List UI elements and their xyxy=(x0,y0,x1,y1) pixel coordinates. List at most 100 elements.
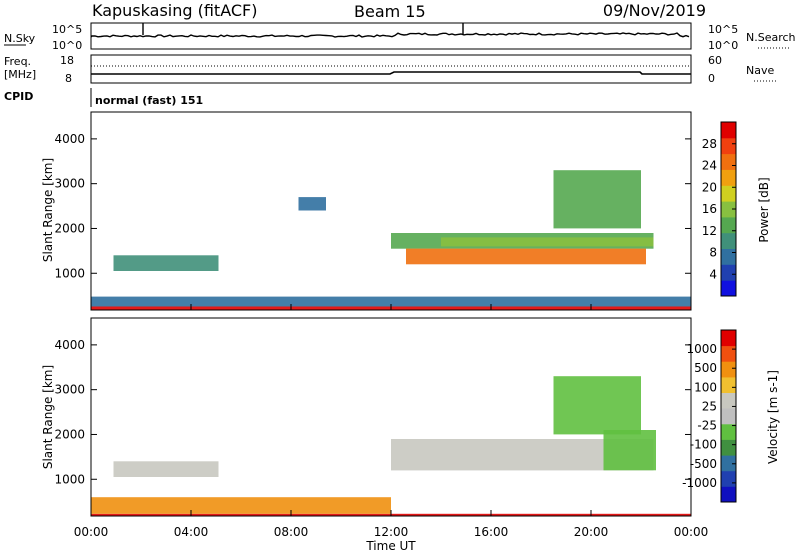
nave-label: Nave xyxy=(746,64,774,77)
power-region-7 xyxy=(553,170,641,229)
freq-label-1: Freq. xyxy=(4,55,31,68)
power-ylabel: Slant Range [km] xyxy=(41,158,55,262)
velocity-region-4 xyxy=(603,430,656,471)
x-axis-label: Time UT xyxy=(365,539,416,553)
power-ytick-label-3: 1000 xyxy=(54,266,85,280)
velocity-colorbar-label-0: 1000 xyxy=(686,342,717,356)
velocity-region-2 xyxy=(113,461,219,477)
velocity-colorbar-segment-8 xyxy=(721,361,736,378)
power-heatmap xyxy=(91,170,691,310)
velocity-colorbar-segment-2 xyxy=(721,455,736,472)
freq-strip-frame xyxy=(90,54,692,84)
nsky-tick-top: 10^5 xyxy=(52,23,82,36)
power-colorbar-segment-8 xyxy=(721,153,736,170)
power-region-6 xyxy=(298,197,326,211)
power-region-5 xyxy=(441,237,654,247)
power-colorbar-label: Power [dB] xyxy=(757,177,771,242)
xtick-label-5: 20:00 xyxy=(574,525,609,539)
xtick-label-0: 00:00 xyxy=(74,525,109,539)
power-colorbar-label-3: 16 xyxy=(702,202,717,216)
velocity-panel: 4000 3000 2000 1000 Slant Range [km] 1000 50… xyxy=(41,317,780,517)
freq-tick-bottom: 8 xyxy=(65,72,72,85)
xtick-label-2: 08:00 xyxy=(274,525,309,539)
date-title: 09/Nov/2019 xyxy=(603,1,706,20)
cpid-label: CPID xyxy=(4,90,33,103)
power-colorbar-segment-1 xyxy=(721,264,736,281)
velocity-colorbar-label-7: -1000 xyxy=(682,476,717,490)
power-colorbar-label-1: 24 xyxy=(702,159,717,173)
power-y-axis: 4000 3000 2000 1000 xyxy=(54,132,691,280)
velocity-heatmap xyxy=(91,376,691,516)
velocity-colorbar-frame xyxy=(720,329,737,503)
cpid-value: normal (fast) 151 xyxy=(95,94,203,107)
noise-strip-frame xyxy=(90,22,692,50)
velocity-ytick-label-1: 3000 xyxy=(54,383,85,397)
power-colorbar-segment-10 xyxy=(721,122,736,139)
power-colorbar-segment-2 xyxy=(721,248,736,265)
nsearch-label: N.Search xyxy=(746,31,796,44)
velocity-colorbar-segment-1 xyxy=(721,470,736,487)
power-colorbar-segment-4 xyxy=(721,216,736,234)
nsky-label: N.Sky xyxy=(4,32,36,45)
freq-trace xyxy=(91,71,691,75)
power-colorbar-label-2: 20 xyxy=(702,180,717,194)
power-region-4 xyxy=(406,248,646,265)
velocity-colorbar-label-2: 100 xyxy=(694,380,717,394)
nave-tick-bottom: 0 xyxy=(708,72,715,85)
velocity-colorbar-label-3: 25 xyxy=(702,399,717,413)
nave-tick-top: 60 xyxy=(708,54,722,67)
velocity-colorbar-segment-10 xyxy=(721,330,736,347)
nsky-trace xyxy=(90,32,690,38)
velocity-colorbar-segment-7 xyxy=(721,376,736,393)
freq-label-2: [MHz] xyxy=(4,68,36,81)
velocity-colorbar-label-4: -25 xyxy=(697,419,717,433)
velocity-region-1 xyxy=(91,497,391,514)
nsky-tick-bottom: 10^0 xyxy=(52,39,82,52)
velocity-colorbar-label-5: -100 xyxy=(690,438,717,452)
velocity-colorbar-segment-6 xyxy=(721,392,736,409)
velocity-ytick-label-3: 1000 xyxy=(54,472,85,486)
velocity-colorbar-label: Velocity [m s-1] xyxy=(766,370,780,464)
power-colorbar-segment-5 xyxy=(721,201,736,218)
velocity-colorbar: 1000 500 100 25 -25 -100 -500 -1000 xyxy=(682,329,737,503)
power-colorbar-segment-7 xyxy=(721,169,736,186)
xtick-label-4: 16:00 xyxy=(474,525,509,539)
power-ytick-label-0: 4000 xyxy=(54,132,85,146)
velocity-ytick-label-2: 2000 xyxy=(54,427,85,441)
velocity-colorbar-segment-5 xyxy=(721,408,736,425)
nsearch-tick-top: 10^5 xyxy=(708,23,738,36)
power-ytick-label-1: 3000 xyxy=(54,177,85,191)
beam-title: Beam 15 xyxy=(354,2,426,21)
velocity-colorbar-segment-9 xyxy=(721,345,736,362)
velocity-colorbar-segment-0 xyxy=(721,486,736,503)
velocity-region-5 xyxy=(553,376,641,435)
velocity-ylabel: Slant Range [km] xyxy=(41,365,55,469)
power-colorbar-segment-9 xyxy=(721,137,736,155)
power-panel: 4000 3000 2000 1000 Slant Range [km] 28 24 20… xyxy=(41,111,771,311)
noise-strip: N.Sky 10^5 10^0 10^5 10^0 N.Search xyxy=(4,22,796,52)
velocity-ytick-label-0: 4000 xyxy=(54,338,85,352)
velocity-colorbar-label-1: 500 xyxy=(694,361,717,375)
velocity-colorbar-segment-4 xyxy=(721,423,736,440)
time-x-axis: 00:00 04:00 08:00 12:00 16:00 20:00 00:00 xyxy=(74,304,709,539)
power-colorbar-label-0: 28 xyxy=(702,137,717,151)
freq-strip: Freq. [MHz] 18 8 60 0 Nave xyxy=(4,54,778,85)
power-colorbar: 28 24 20 16 12 8 4 xyxy=(702,121,737,297)
xtick-label-1: 04:00 xyxy=(174,525,209,539)
power-colorbar-segment-0 xyxy=(721,280,736,297)
power-colorbar-label-5: 8 xyxy=(709,246,717,260)
power-colorbar-label-6: 4 xyxy=(709,267,717,281)
power-region-1 xyxy=(91,296,691,307)
power-region-2 xyxy=(113,255,219,271)
velocity-y-axis: 4000 3000 2000 1000 xyxy=(54,338,691,486)
power-colorbar-segment-3 xyxy=(721,232,736,249)
power-colorbar-segment-6 xyxy=(721,185,736,202)
xtick-label-6: 00:00 xyxy=(674,525,709,539)
power-colorbar-label-4: 12 xyxy=(702,224,717,238)
power-ytick-label-2: 2000 xyxy=(54,221,85,235)
xtick-label-3: 12:00 xyxy=(374,525,409,539)
freq-tick-top: 18 xyxy=(60,54,74,67)
velocity-colorbar-segment-3 xyxy=(721,439,736,456)
